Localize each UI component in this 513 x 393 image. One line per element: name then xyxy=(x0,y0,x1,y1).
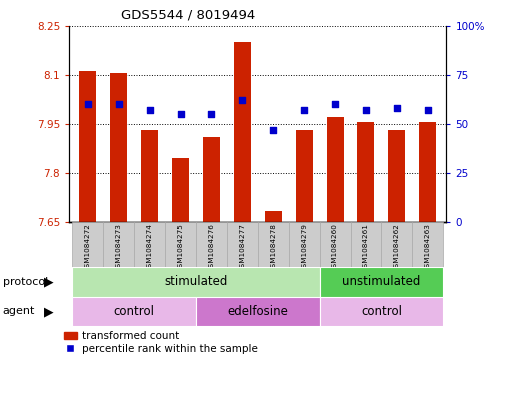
Bar xyxy=(258,222,289,267)
Bar xyxy=(72,267,320,297)
Point xyxy=(393,105,401,111)
Bar xyxy=(320,267,443,297)
Text: unstimulated: unstimulated xyxy=(342,275,421,288)
Text: GSM1084273: GSM1084273 xyxy=(116,223,122,272)
Bar xyxy=(327,117,344,222)
Point xyxy=(146,107,154,113)
Bar xyxy=(388,130,405,222)
Text: GSM1084275: GSM1084275 xyxy=(177,223,184,272)
Bar xyxy=(172,158,189,222)
Text: GSM1084274: GSM1084274 xyxy=(147,223,152,272)
Point xyxy=(238,97,246,103)
Text: control: control xyxy=(361,305,402,318)
Text: protocol: protocol xyxy=(3,277,48,287)
Bar xyxy=(80,72,96,222)
Bar xyxy=(320,222,350,267)
Bar xyxy=(227,222,258,267)
Point xyxy=(207,111,215,117)
Point xyxy=(362,107,370,113)
Bar xyxy=(103,222,134,267)
Text: GSM1084261: GSM1084261 xyxy=(363,223,369,272)
Bar xyxy=(381,222,412,267)
Text: edelfosine: edelfosine xyxy=(227,305,288,318)
Point xyxy=(176,111,185,117)
Bar xyxy=(134,222,165,267)
Bar xyxy=(265,211,282,222)
Bar xyxy=(412,222,443,267)
Text: agent: agent xyxy=(3,307,35,316)
Bar xyxy=(196,222,227,267)
Bar xyxy=(350,222,381,267)
Point xyxy=(331,101,339,107)
Point xyxy=(114,101,123,107)
Bar xyxy=(419,122,436,222)
Bar xyxy=(295,130,312,222)
Text: GSM1084279: GSM1084279 xyxy=(301,223,307,272)
Text: GSM1084276: GSM1084276 xyxy=(208,223,214,272)
Text: ▶: ▶ xyxy=(44,305,53,318)
Point xyxy=(300,107,308,113)
Text: GSM1084272: GSM1084272 xyxy=(85,223,91,272)
Text: GSM1084263: GSM1084263 xyxy=(425,223,431,272)
Point xyxy=(84,101,92,107)
Bar xyxy=(196,297,320,326)
Text: GSM1084277: GSM1084277 xyxy=(240,223,245,272)
Bar xyxy=(110,73,127,222)
Bar xyxy=(165,222,196,267)
Bar xyxy=(141,130,158,222)
Text: stimulated: stimulated xyxy=(164,275,228,288)
Bar xyxy=(358,122,374,222)
Text: GSM1084262: GSM1084262 xyxy=(394,223,400,272)
Bar xyxy=(72,222,103,267)
Point xyxy=(269,127,278,133)
Text: GSM1084260: GSM1084260 xyxy=(332,223,338,272)
Legend: transformed count, percentile rank within the sample: transformed count, percentile rank withi… xyxy=(64,331,258,354)
Text: GSM1084278: GSM1084278 xyxy=(270,223,276,272)
Text: ▶: ▶ xyxy=(44,275,53,288)
Bar xyxy=(203,137,220,222)
Bar xyxy=(234,42,251,222)
Text: control: control xyxy=(114,305,154,318)
Bar xyxy=(320,297,443,326)
Bar xyxy=(289,222,320,267)
Point xyxy=(424,107,432,113)
Text: GDS5544 / 8019494: GDS5544 / 8019494 xyxy=(121,9,255,22)
Bar xyxy=(72,297,196,326)
